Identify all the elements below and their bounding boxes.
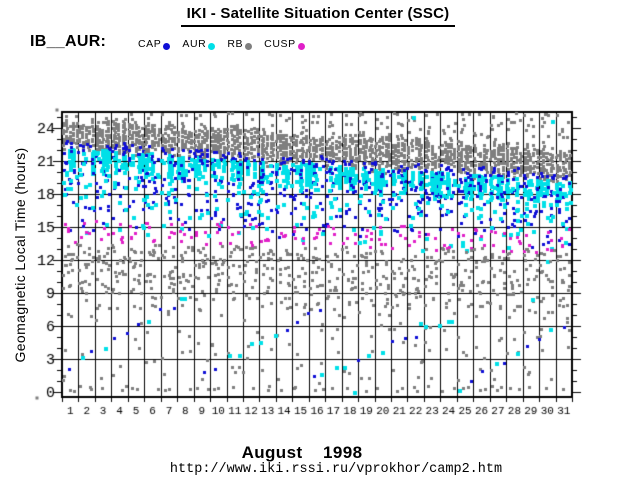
footer-month-year: August 1998 xyxy=(241,443,363,462)
page-title: IKI - Satellite Situation Center (SSC) xyxy=(0,5,636,27)
legend: CAP AUR RB CUSP xyxy=(138,38,305,50)
dataset-label: IB__AUR: xyxy=(30,33,107,50)
rb-dot-icon xyxy=(245,43,253,50)
legend-item-rb: RB xyxy=(227,38,253,50)
cap-dot-icon xyxy=(163,43,171,50)
legend-label-aur: AUR xyxy=(182,38,207,50)
legend-label-cusp: CUSP xyxy=(264,38,296,50)
footer-url: http://www.iki.rssi.ru/vprokhor/camp2.ht… xyxy=(169,462,503,477)
legend-item-cusp: CUSP xyxy=(264,38,305,50)
aur-dot-icon xyxy=(208,43,216,50)
y-axis-title: Geomagnetic Local Time (hours) xyxy=(12,147,28,363)
page-title-text: IKI - Satellite Situation Center (SSC) xyxy=(180,5,456,27)
cusp-dot-icon xyxy=(297,43,305,50)
legend-item-cap: CAP xyxy=(138,38,171,50)
legend-label-cap: CAP xyxy=(138,38,162,50)
legend-item-aur: AUR xyxy=(182,38,216,50)
legend-label-rb: RB xyxy=(227,38,244,50)
